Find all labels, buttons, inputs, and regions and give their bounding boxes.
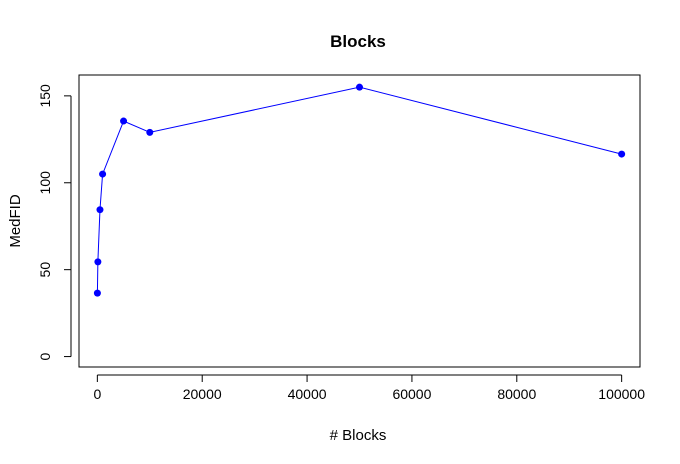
data-point <box>99 170 107 178</box>
x-tick-label: 60000 <box>392 386 431 402</box>
data-point <box>120 117 128 125</box>
data-point <box>94 258 102 266</box>
data-point <box>618 150 626 158</box>
y-axis: 0 50 100 150 <box>37 84 72 360</box>
y-axis-label: MedFID <box>7 194 24 248</box>
plot-frame <box>78 74 641 368</box>
data-point <box>96 206 104 214</box>
series-line <box>96 86 622 294</box>
x-axis: 0 20000 40000 60000 80000 100000 <box>93 374 645 402</box>
y-tick-label: 150 <box>37 84 53 108</box>
data-point <box>146 128 154 136</box>
data-point <box>356 83 363 91</box>
x-tick-label: 20000 <box>183 386 222 402</box>
x-tick-label: 100000 <box>598 386 645 402</box>
x-axis-label: # Blocks <box>330 427 387 444</box>
data-point <box>93 289 101 297</box>
y-tick-label: 0 <box>37 352 53 360</box>
chart-title: Blocks <box>330 32 386 51</box>
y-tick-label: 100 <box>37 171 53 195</box>
x-tick-label: 40000 <box>288 386 327 402</box>
y-tick-label: 50 <box>37 262 53 278</box>
x-tick-label: 0 <box>93 386 101 402</box>
series-layer <box>93 83 626 297</box>
x-tick-label: 80000 <box>497 386 536 402</box>
